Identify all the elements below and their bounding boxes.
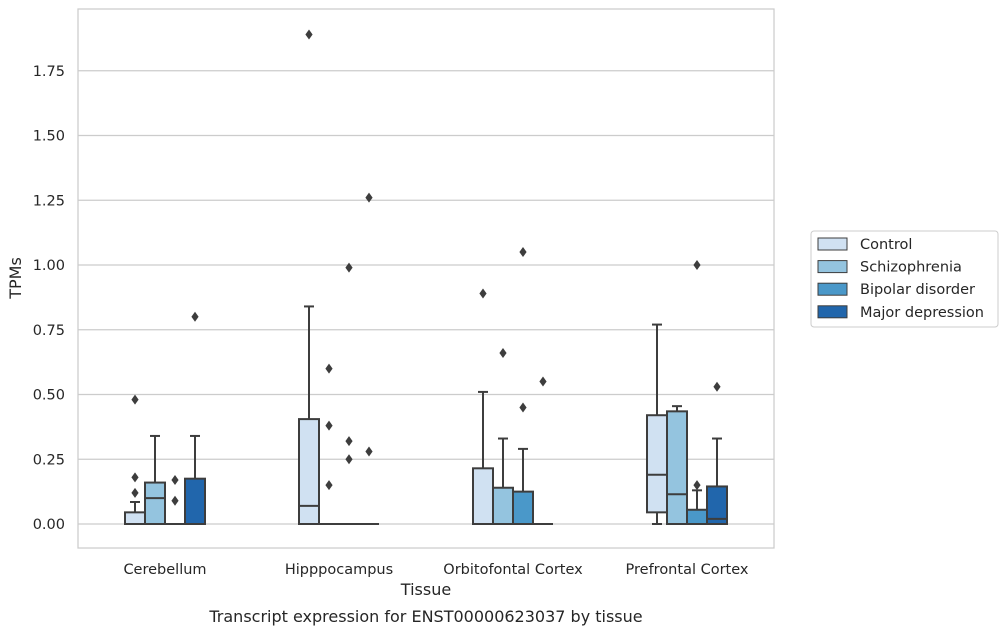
box-major-depression xyxy=(706,381,728,526)
box-schizophrenia xyxy=(666,405,688,525)
outlier-point xyxy=(519,247,527,258)
outlier-point xyxy=(131,487,139,498)
box-major-depression xyxy=(184,311,206,525)
y-tick-label: 0.00 xyxy=(33,517,65,533)
box-body xyxy=(144,481,166,525)
box-schizophrenia xyxy=(319,363,339,525)
legend: Control Schizophrenia Bipolar disorder Majo… xyxy=(810,230,999,328)
y-tick-label: 1.00 xyxy=(33,258,65,274)
box-body xyxy=(472,467,494,526)
y-axis-title: TPMs xyxy=(6,257,25,300)
outlier-point xyxy=(131,472,139,483)
outlier-point xyxy=(191,311,199,322)
x-axis-title: Tissue xyxy=(400,580,451,599)
box-body xyxy=(512,490,534,525)
outlier-point xyxy=(345,454,353,465)
outlier-point xyxy=(325,363,333,374)
box-body xyxy=(184,477,206,525)
outlier-point xyxy=(345,436,353,447)
outlier-point xyxy=(713,381,721,392)
y-tick-labels: 0.00 0.25 0.50 0.75 1.00 1.25 1.50 1.75 xyxy=(33,64,65,533)
legend-label: Major depression xyxy=(860,305,984,321)
box-body xyxy=(124,511,146,525)
x-tick-labels: Cerebellum Hipppocampus Orbitofontal Corte… xyxy=(123,562,748,578)
y-tick-label: 0.25 xyxy=(33,452,65,468)
chart-caption: Transcript expression for ENST0000062303… xyxy=(208,607,642,626)
legend-label: Bipolar disorder xyxy=(860,282,975,298)
x-tick-label: Orbitofontal Cortex xyxy=(443,562,583,578)
x-tick-label: Cerebellum xyxy=(123,562,206,578)
outlier-point xyxy=(171,495,179,506)
outlier-point xyxy=(519,402,527,413)
x-tick-label: Prefrontal Cortex xyxy=(626,562,749,578)
box-body xyxy=(686,508,708,526)
box-major-depression xyxy=(533,376,553,525)
box-bipolar-disorder xyxy=(512,247,534,525)
legend-swatch xyxy=(817,237,848,251)
outlier-point xyxy=(365,192,373,203)
y-tick-label: 0.50 xyxy=(33,388,65,404)
outlier-point xyxy=(365,446,373,457)
box-control xyxy=(298,29,320,526)
legend-box xyxy=(810,230,999,328)
box-bipolar-disorder xyxy=(165,474,185,525)
outlier-point xyxy=(171,474,179,485)
box-schizophrenia xyxy=(144,434,166,525)
plot-frame xyxy=(77,8,775,549)
box-body xyxy=(646,414,668,514)
box-body xyxy=(666,410,688,525)
outlier-point xyxy=(325,420,333,431)
legend-swatch xyxy=(817,260,848,274)
outlier-point xyxy=(539,376,547,387)
box-major-depression xyxy=(359,192,379,525)
y-tick-label: 1.25 xyxy=(33,193,65,209)
outlier-point xyxy=(693,480,701,491)
box-body xyxy=(492,486,514,525)
outlier-point xyxy=(325,480,333,491)
y-tick-label: 1.75 xyxy=(33,64,65,80)
legend-swatch xyxy=(817,282,848,296)
legend-label: Control xyxy=(860,237,912,253)
legend-swatch xyxy=(817,305,848,319)
outlier-point xyxy=(479,288,487,299)
y-tick-label: 0.75 xyxy=(33,323,65,339)
x-tick-label: Hipppocampus xyxy=(285,562,393,578)
box-bipolar-disorder xyxy=(339,262,359,525)
legend-label: Schizophrenia xyxy=(860,260,962,276)
outlier-point xyxy=(345,262,353,273)
plot-area xyxy=(124,29,728,526)
outlier-point xyxy=(305,29,313,40)
outlier-point xyxy=(131,394,139,405)
box-body xyxy=(706,485,728,526)
outlier-point xyxy=(693,260,701,270)
box-body xyxy=(298,418,320,526)
y-tick-label: 1.50 xyxy=(33,129,65,145)
outlier-point xyxy=(499,348,507,359)
